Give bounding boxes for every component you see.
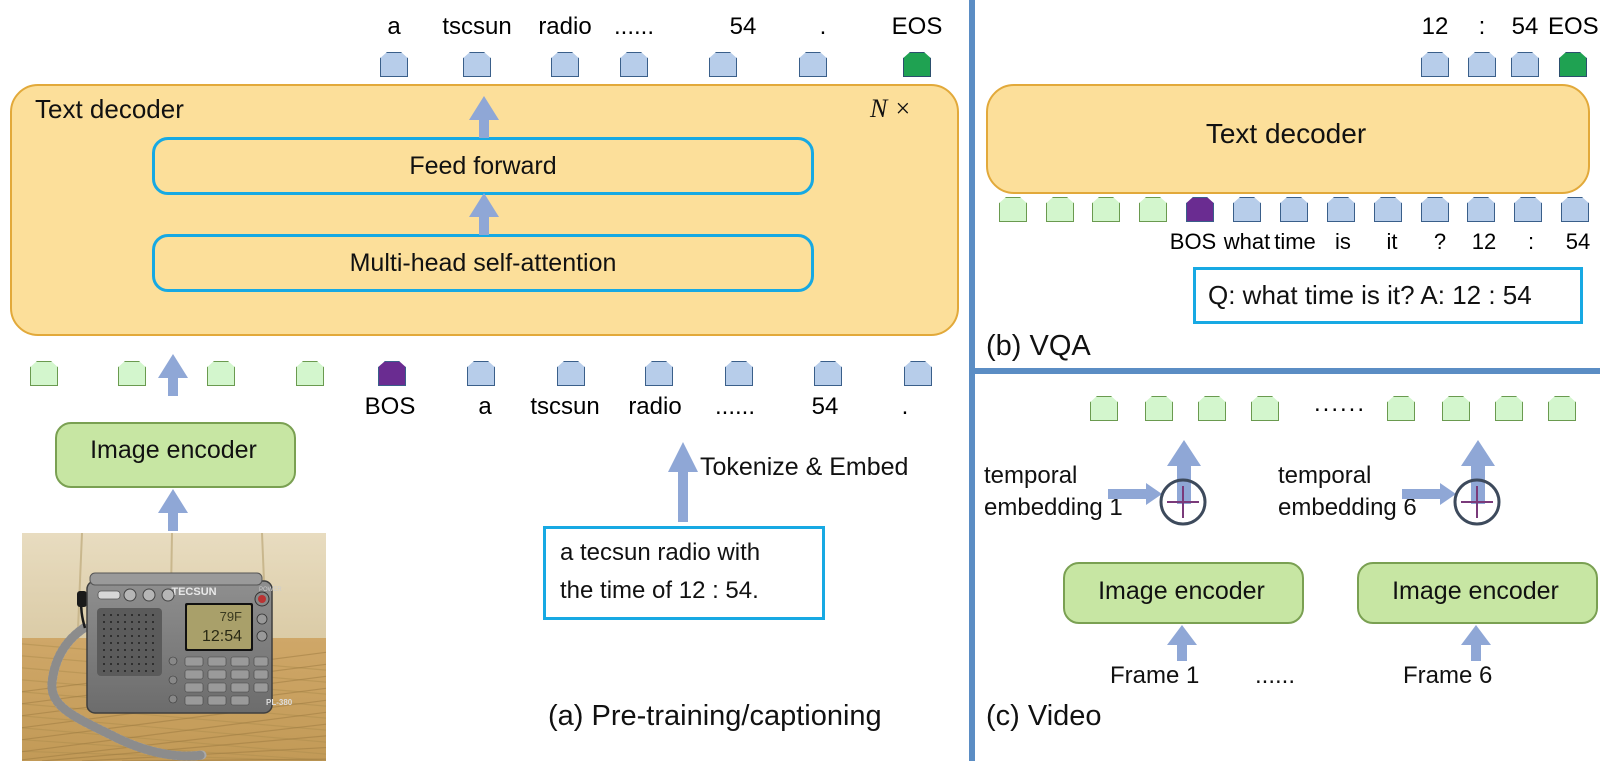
svg-text:TECSUN: TECSUN [171,586,216,598]
svg-text:PL-380: PL-380 [266,698,293,707]
svg-text:12:54: 12:54 [202,628,242,645]
svg-text:79F: 79F [220,609,242,624]
